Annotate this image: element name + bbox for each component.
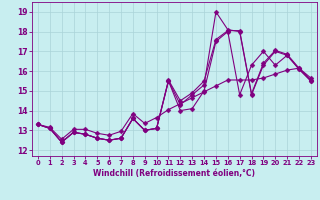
X-axis label: Windchill (Refroidissement éolien,°C): Windchill (Refroidissement éolien,°C) [93,169,255,178]
